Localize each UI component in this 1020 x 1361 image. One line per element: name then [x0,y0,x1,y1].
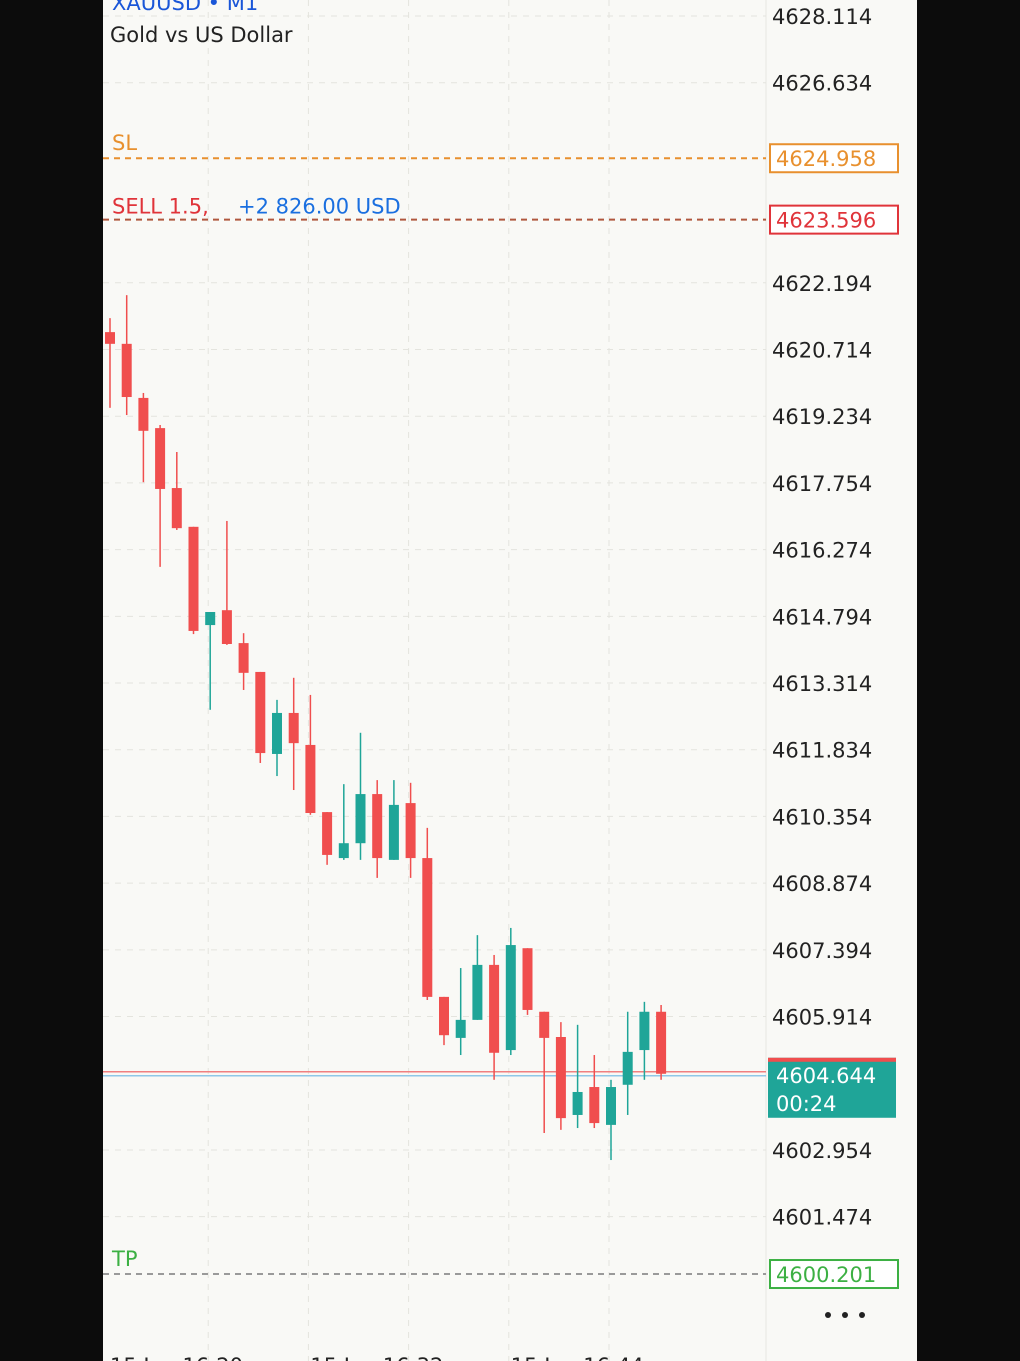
candle-body [322,812,333,855]
candle-body [606,1087,616,1125]
y-tick-label: 4610.354 [772,805,872,829]
candle-body [272,712,282,754]
x-tick-label: 15 Jan 16:32 [310,1354,443,1361]
y-tick-label: 4626.634 [772,72,872,96]
y-tick-label: 4617.754 [772,472,872,496]
candle-body [338,843,349,859]
candle-body [555,1036,566,1119]
price-box-top [768,1057,896,1062]
candle-body [472,964,483,1020]
timer: 00:24 [776,1092,837,1116]
y-tick-label: 4619.234 [772,405,872,429]
candle-body [305,744,316,814]
x-tick-label: 15 Jan 16:44 [511,1354,644,1361]
y-tick-label: 4601.474 [772,1206,872,1230]
y-tick-label: 4622.194 [772,272,872,296]
candle-body [505,945,516,1051]
level-value: 4600.201 [776,1263,876,1287]
chart-title: XAUUSD • M1 [112,0,258,15]
candle-body [589,1087,600,1124]
y-tick-label: 4607.394 [772,939,872,963]
candle-body [171,488,182,529]
candle-body [522,948,533,1010]
candle-body [539,1011,550,1038]
candle-body [188,526,199,631]
candle-body [656,1011,667,1074]
chart-subtitle: Gold vs US Dollar [110,23,293,47]
candle-body [422,858,433,997]
candle-body [639,1011,650,1051]
candle-body [405,803,416,859]
y-tick-label: 4620.714 [772,339,872,363]
candle-body [355,794,366,844]
level-box [769,1259,899,1290]
menu-dots[interactable] [825,1312,865,1318]
candle-body [121,343,132,398]
candle-body [572,1091,583,1115]
candle-body [489,964,500,1053]
y-tick-label: 4614.794 [772,605,872,629]
candle-body [221,610,232,644]
level-label: SL [112,131,137,155]
candle-body [439,996,449,1036]
y-tick-label: 4616.274 [772,539,872,563]
candle-body [155,428,166,489]
level-label: TP [111,1247,138,1271]
candle-body [255,671,266,754]
level-label: SELL 1.5, [112,195,209,219]
level-value: 4624.958 [776,147,876,171]
y-tick-label: 4611.834 [772,739,872,763]
candle-body [455,1019,466,1038]
candle-body [288,712,299,744]
price-box [768,1057,896,1118]
candle-body [622,1051,633,1085]
y-tick-label: 4608.874 [772,872,872,896]
level-profit: +2 826.00 USD [238,195,401,219]
level-value: 4623.596 [776,209,876,233]
candle-body [205,611,216,626]
level-box [769,204,899,235]
y-tick-label: 4605.914 [772,1006,872,1030]
candle-body [105,332,115,344]
candle-body [138,397,149,431]
x-tick-label: 15 Jan 16:20 [110,1354,243,1361]
y-tick-label: 4613.314 [772,672,872,696]
candle-body [372,794,383,859]
current-price: 4604.644 [776,1064,876,1088]
level-box [769,143,899,174]
candle-body [388,804,399,860]
candle-body [238,643,249,673]
y-tick-label: 4628.114 [772,5,872,29]
y-tick-label: 4602.954 [772,1139,872,1163]
